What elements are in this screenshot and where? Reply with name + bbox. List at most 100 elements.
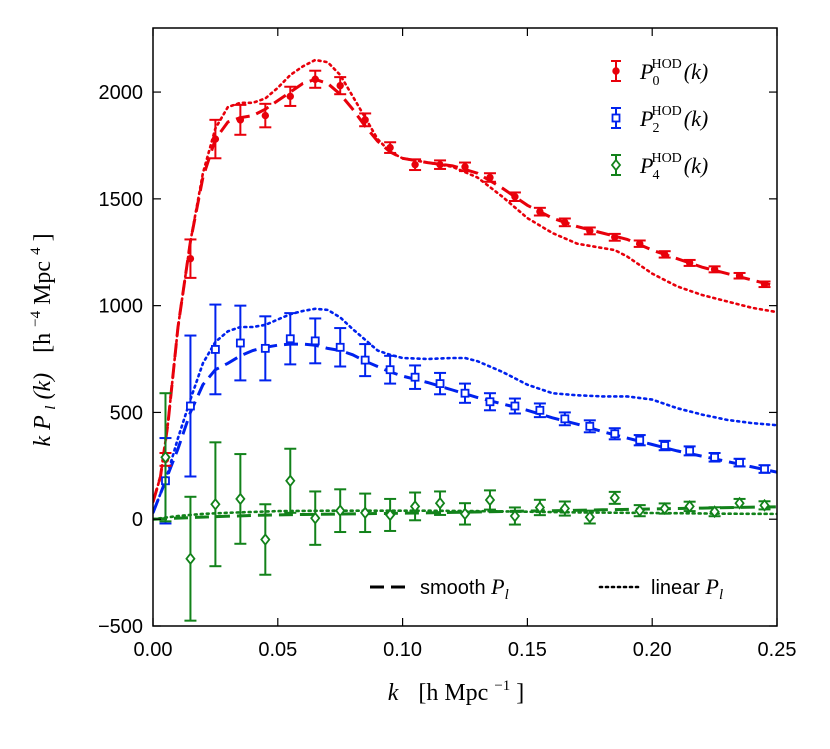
y-axis-unit-exponent: −4 — [28, 310, 44, 326]
P4_HOD-point — [609, 491, 620, 505]
P4_HOD-point — [534, 501, 546, 514]
y-axis-argument: (k) — [30, 373, 56, 400]
P2_HOD-point — [635, 435, 645, 445]
P0_HOD-point — [386, 143, 394, 152]
data-points — [159, 69, 771, 622]
legend: P0HOD(k) P2HOD(k) P4HOD(k) smooth Pl linear … — [370, 57, 723, 603]
P0_HOD-point — [361, 116, 369, 124]
y-tick-label: 1000 — [99, 296, 144, 318]
P0_HOD-point — [461, 163, 469, 171]
P4_HOD-point — [684, 499, 695, 513]
y-axis-unit: [h — [30, 333, 56, 353]
P2_HOD-point — [685, 446, 695, 456]
P0_HOD-point — [261, 111, 270, 120]
P2_HOD-point — [535, 405, 545, 415]
P4_HOD-point — [559, 502, 570, 515]
P4_HOD-point — [584, 510, 595, 524]
P4_HOD-point — [235, 492, 246, 506]
P2_HOD-point — [760, 464, 769, 474]
x-tick-label: 0.25 — [758, 639, 797, 661]
legend-p4-label: P4HOD(k) — [639, 151, 708, 183]
x-tick-label: 0.20 — [633, 639, 672, 661]
y-axis-unit-mpc: Mpc — [30, 261, 56, 305]
P4_HOD-point — [409, 499, 421, 513]
axis-ticks: 0.00 0.05 0.10 0.15 0.20 0.25 −500 0 500 1000 1500… — [98, 28, 797, 661]
P2_HOD-point — [660, 441, 670, 450]
P0_HOD-point — [760, 280, 769, 288]
y-axis-unit-close: ] — [30, 233, 56, 241]
legend-p0-marker — [612, 67, 620, 75]
x-axis-unit-close: ] — [516, 680, 524, 706]
P0_HOD-point — [236, 116, 245, 124]
P4_HOD-point — [185, 552, 196, 566]
P4_HOD-point — [260, 533, 271, 546]
P0_HOD-point — [685, 259, 694, 267]
P2_HOD-point — [186, 401, 195, 411]
P4_HOD-point — [734, 496, 745, 510]
P2_HOD-point — [560, 414, 570, 424]
x-axis-label: k [h Mpc −1 ] — [388, 670, 525, 706]
P4_HOD-smooth-curve — [153, 505, 777, 521]
P2_HOD-point — [460, 388, 470, 398]
P4_HOD-point — [509, 509, 521, 523]
y-axis-label: k P l (k) [h −4 Mpc 4 ] — [20, 233, 61, 446]
P2_HOD-smooth-curve — [153, 342, 777, 514]
P4_HOD-point — [285, 474, 296, 488]
P2_HOD-point — [235, 338, 245, 348]
y-tick-label: 1500 — [99, 189, 144, 211]
P4_HOD-point — [160, 450, 171, 464]
P2_HOD-point — [385, 365, 395, 375]
P2_HOD-point — [435, 379, 445, 388]
P2_HOD-point — [585, 421, 595, 431]
legend-p4-marker — [610, 158, 622, 172]
x-tick-label: 0.15 — [508, 639, 547, 661]
P2_HOD-point — [285, 334, 295, 344]
P0_HOD-point — [486, 173, 494, 182]
legend-p2-marker — [611, 113, 621, 123]
P2_HOD-point — [485, 397, 495, 407]
P4_HOD-point — [210, 497, 221, 511]
P2_HOD-point — [360, 355, 370, 365]
P2_HOD-point — [510, 401, 520, 411]
y-tick-label: 0 — [132, 509, 143, 531]
P4_HOD-point — [634, 504, 645, 518]
P2_HOD-linear-curve — [153, 307, 777, 515]
x-tick-label: 0.05 — [258, 639, 297, 661]
x-axis-symbol: k — [388, 680, 399, 706]
P4_HOD-point — [360, 506, 371, 520]
y-tick-label: 2000 — [99, 82, 144, 104]
P0_HOD-point — [411, 160, 419, 169]
P0_HOD-point — [311, 75, 319, 83]
P0_HOD-point — [660, 250, 669, 259]
P0_HOD-point — [636, 240, 644, 248]
P4_HOD-linear-curve — [153, 509, 777, 521]
x-axis-unit: [h Mpc — [418, 680, 488, 706]
P0_HOD-point — [186, 254, 195, 263]
x-tick-label: 0.00 — [134, 639, 173, 661]
P4_HOD-point — [709, 505, 720, 519]
P0_HOD-point — [611, 233, 619, 242]
y-tick-label: 500 — [110, 402, 143, 424]
P0_HOD-point — [211, 135, 220, 143]
y-axis-symbol: k P — [30, 415, 56, 447]
P0_HOD-point — [586, 227, 594, 235]
P2_HOD-point — [735, 458, 744, 468]
P4_HOD-point — [484, 493, 496, 507]
P4_HOD-point — [459, 507, 471, 521]
P0_HOD-point — [536, 207, 544, 216]
x-tick-label: 0.10 — [383, 639, 422, 661]
P4_HOD-point — [310, 511, 321, 525]
P2_HOD-point — [610, 429, 620, 439]
P2_HOD-point — [410, 372, 420, 382]
y-tick-label: −500 — [98, 616, 143, 638]
P0_HOD-point — [286, 92, 294, 101]
P4_HOD-point — [384, 508, 396, 522]
x-axis-unit-exponent: −1 — [494, 678, 510, 694]
P2_HOD-point — [210, 345, 220, 354]
P2_HOD-point — [310, 336, 320, 346]
P2_HOD-point — [335, 342, 345, 352]
P0_HOD-linear-curve — [153, 58, 777, 504]
legend-linear-label: linear Pl — [651, 574, 723, 603]
P0_HOD-point — [735, 272, 744, 280]
